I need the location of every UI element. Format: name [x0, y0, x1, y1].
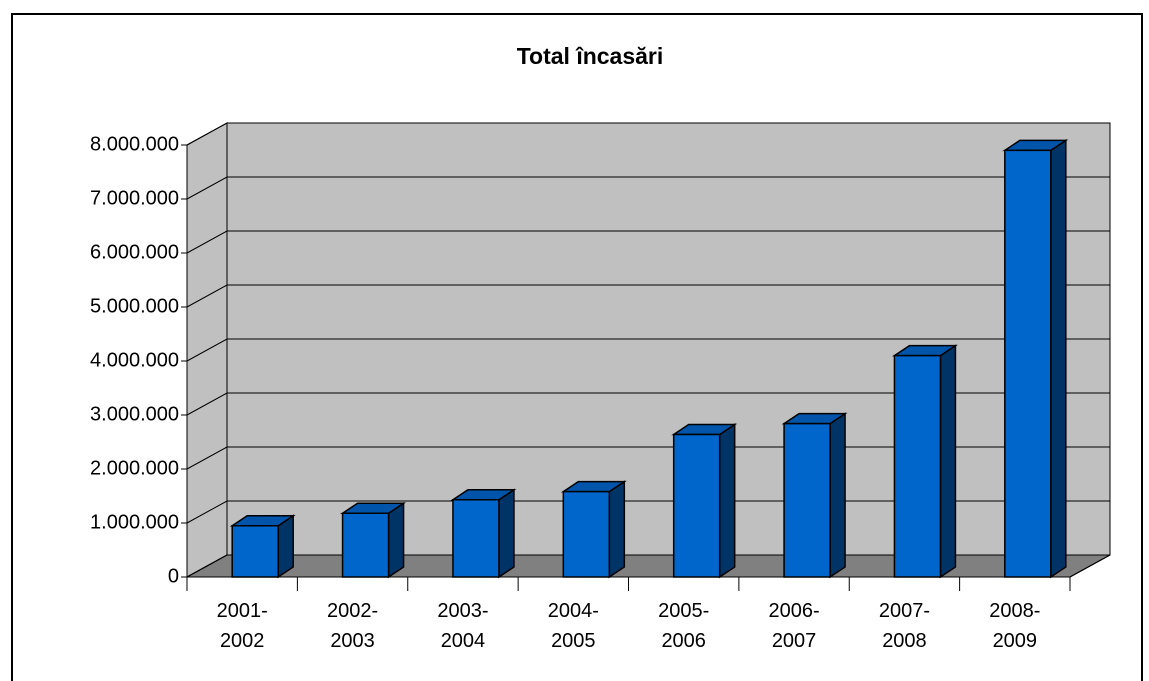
y-tick-label: 6.000.000: [90, 241, 179, 263]
x-tick-label: 2008-2009: [989, 600, 1040, 652]
bar: [671, 423, 738, 579]
x-tick-label: 2004-2005: [548, 600, 599, 652]
bar: [1002, 138, 1069, 579]
bar-side: [1050, 138, 1067, 579]
bar-front: [783, 422, 831, 578]
chart-title: Total încasări: [517, 43, 664, 69]
x-tick-label: 2006-2007: [768, 600, 819, 652]
floor: [186, 554, 1111, 578]
grid-line: [186, 338, 1110, 362]
floor-edge: [1069, 554, 1111, 578]
grid-line: [186, 392, 1110, 416]
bar: [340, 501, 407, 579]
bar: [229, 514, 296, 579]
bar-side: [829, 412, 846, 579]
bar-side: [608, 480, 626, 579]
grid-line: [186, 122, 1110, 146]
y-tick-label: 4.000.000: [90, 349, 179, 371]
bar-side: [387, 501, 405, 579]
bar: [891, 344, 958, 579]
y-tick-label: 0: [168, 565, 179, 587]
grid-line: [186, 230, 1110, 254]
y-tick-label: 8.000.000: [90, 133, 179, 155]
grid-line: [186, 176, 1110, 200]
bar: [450, 488, 517, 579]
x-tick-label: 2005-2006: [658, 600, 709, 652]
bar-side: [498, 488, 515, 579]
x-tick-label: 2002-2003: [327, 600, 378, 652]
x-tick-label: 2003-2004: [437, 600, 488, 652]
bar-side: [718, 423, 736, 579]
bar: [781, 412, 848, 579]
bar-front: [452, 499, 500, 578]
y-tick-label: 7.000.000: [90, 187, 179, 209]
y-tick-label: 3.000.000: [90, 403, 179, 425]
y-tick-label: 2.000.000: [90, 457, 179, 479]
bar-front: [893, 354, 942, 578]
x-tick-label: 2007-2008: [879, 600, 930, 652]
y-tick-label: 5.000.000: [90, 295, 179, 317]
y-tick-label: 1.000.000: [90, 511, 179, 533]
bar-front: [231, 524, 279, 578]
bar-side: [939, 344, 957, 579]
bar-front: [672, 433, 721, 578]
bar: [560, 480, 627, 579]
bar-front: [562, 490, 611, 578]
x-tick-label: 2001-2002: [217, 600, 268, 652]
bar-front: [341, 512, 390, 578]
grid-line: [186, 284, 1110, 308]
bar-front: [1004, 149, 1052, 578]
